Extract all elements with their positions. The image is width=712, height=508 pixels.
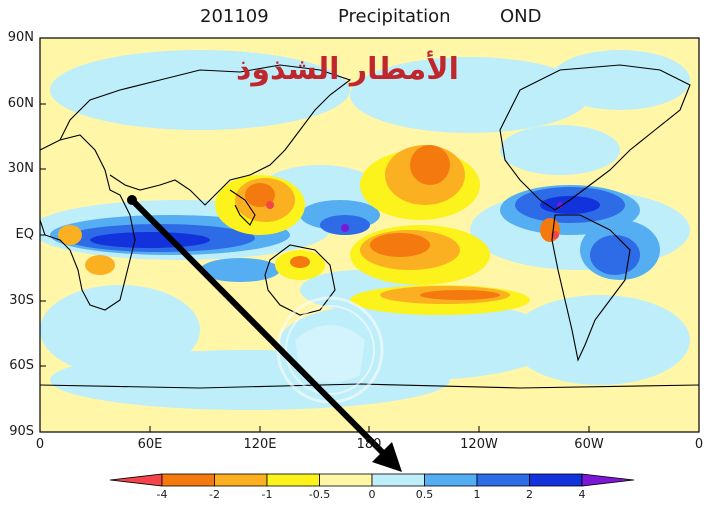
title-season: OND (500, 6, 542, 27)
south-america-coast (551, 214, 631, 362)
lat-label-eq: EQ (15, 227, 34, 242)
southeast-asia-coast (229, 189, 256, 226)
dry-strong-areas (245, 145, 560, 300)
lon-label-0-right: 0 (694, 437, 704, 452)
lon-label-120e: 120E (243, 437, 277, 452)
colorbar-box (214, 473, 268, 487)
australia-coast (264, 244, 336, 316)
arrow-head (372, 442, 402, 472)
arrow-origin-dot (127, 195, 137, 205)
colorbar-tick-label: 1 (473, 488, 481, 501)
colorbar-box (161, 473, 215, 487)
lon-label-60w: 60W (574, 437, 604, 452)
wet-max-spots (341, 202, 563, 232)
coastlines (40, 64, 699, 389)
lat-label-60n: 60N (7, 96, 34, 111)
colorbar-tick-label: 2 (526, 488, 533, 501)
annotation-arrow (129, 197, 395, 465)
lon-label-120w: 120W (460, 437, 498, 452)
colorbar-box (529, 473, 583, 487)
anomaly-field (40, 38, 699, 432)
colorbar-tick-label: -2 (209, 488, 220, 501)
colorbar-tick-label: 4 (578, 488, 586, 501)
lat-label-60s: 60S (9, 358, 34, 373)
title-date: 201109 (200, 6, 269, 27)
lat-label-90s: 90S (9, 424, 34, 439)
colorbar-tick-label: -0.5 (308, 488, 331, 501)
colorbar-box (319, 473, 373, 487)
lon-label-0: 0 (35, 437, 45, 452)
lat-label-30s: 30S (9, 293, 34, 308)
colorbar-box (266, 473, 320, 487)
colorbar-high-triangle (581, 473, 635, 487)
colorbar-box (476, 473, 530, 487)
lon-label-60e: 60E (137, 437, 163, 452)
colorbar-tick-label: -1 (261, 488, 273, 501)
antarctica-coast (40, 383, 699, 389)
north-america-coast (499, 64, 691, 211)
colorbar-box (424, 473, 478, 487)
colorbar-tick-label: 0 (368, 488, 376, 501)
colorbar-tick-label: -4 (156, 488, 168, 501)
colorbar (109, 473, 635, 487)
map-frame (39, 37, 700, 433)
lat-label-90n: 90N (7, 30, 34, 45)
eurasia-coast (59, 64, 352, 206)
colorbar-low-triangle (109, 473, 163, 487)
lat-label-30n: 30N (7, 161, 34, 176)
arabic-overlay-title: الأمطار الشذوذ (236, 52, 459, 87)
lon-label-180: 180 (356, 437, 382, 452)
title-variable: Precipitation (338, 6, 451, 27)
colorbar-box (371, 473, 425, 487)
africa-coast (40, 134, 136, 311)
colorbar-tick-label: 0.5 (415, 488, 434, 501)
